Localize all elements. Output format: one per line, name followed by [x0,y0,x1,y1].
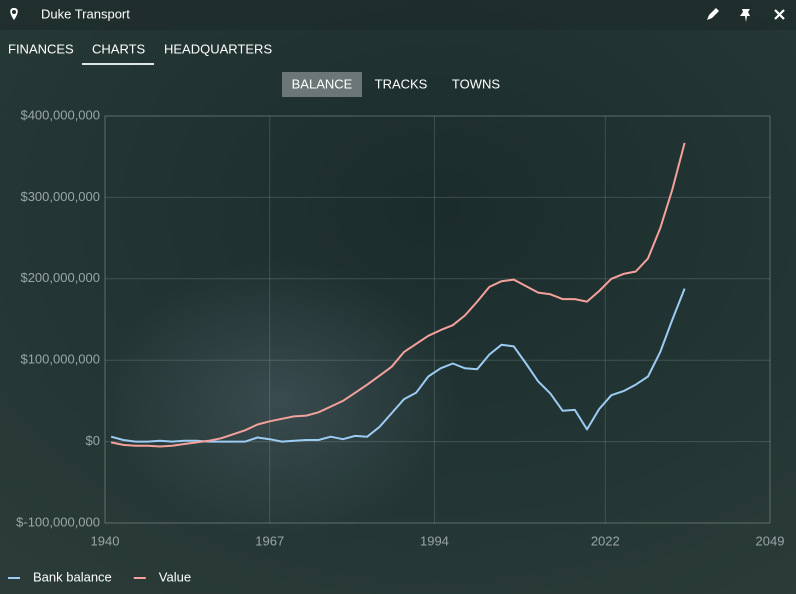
tab[interactable]: FINANCES [8,41,74,56]
x-tick-label: 2049 [756,533,785,548]
y-tick-label: $200,000,000 [20,270,100,285]
window-title: Duke Transport [41,6,130,21]
subtab[interactable]: TRACKS [375,76,428,91]
background-glow [100,260,460,540]
edit-button[interactable] [707,8,719,20]
tab-active[interactable]: CHARTS [92,41,146,56]
x-tick-label: 1994 [420,533,449,548]
y-tick-label: $0 [86,433,100,448]
y-tick-label: $100,000,000 [20,352,100,367]
location-icon-dot [12,10,16,14]
y-tick-label: $400,000,000 [20,107,100,122]
subtab[interactable]: TOWNS [452,76,500,91]
tab-underline [82,63,154,65]
legend-label: Bank balance [33,569,112,584]
x-tick-label: 1967 [255,533,284,548]
subtab-selected-bg [282,72,362,97]
legend-label: Value [159,569,191,584]
x-tick-label: 1940 [91,533,120,548]
title-bar [0,0,796,30]
x-tick-label: 2022 [591,533,620,548]
plot-frame [104,115,771,524]
y-tick-label: $300,000,000 [20,189,100,204]
subtab-active[interactable]: BALANCE [292,76,353,91]
tab[interactable]: HEADQUARTERS [164,41,272,56]
y-tick-label: $-100,000,000 [16,514,100,529]
series-line [110,142,686,448]
close-button[interactable] [774,9,785,20]
pin-button[interactable] [740,9,750,22]
